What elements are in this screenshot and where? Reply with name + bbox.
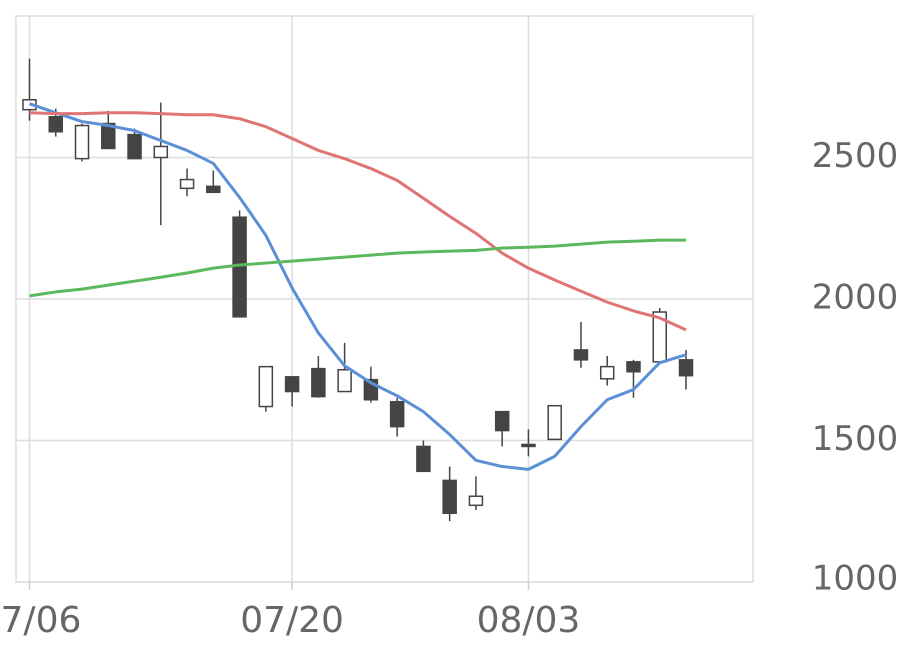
y-tick-label: 2000 — [812, 278, 899, 318]
candle-body — [468, 495, 484, 507]
candle-body — [442, 479, 457, 514]
x-tick-label: 07/06 — [0, 600, 81, 641]
y-tick-label: 2500 — [812, 136, 899, 176]
candle-body — [179, 178, 195, 190]
candle-body — [48, 115, 64, 133]
candle-body — [678, 359, 694, 377]
candle-body — [416, 445, 431, 473]
candle-body — [206, 185, 221, 194]
y-tick-label: 1000 — [812, 559, 899, 599]
y-tick-label: 1500 — [812, 419, 899, 459]
candle-body — [599, 365, 615, 380]
candle-body — [127, 133, 142, 160]
candle-body — [521, 443, 536, 448]
candle-body — [74, 124, 90, 160]
moving-average-line — [29, 111, 687, 332]
candle-body — [494, 410, 510, 432]
moving-average-line — [29, 102, 687, 471]
candle-body — [389, 400, 405, 428]
candle-body — [337, 369, 352, 393]
candle-body — [311, 367, 326, 398]
candle-body — [258, 365, 274, 408]
moving-average-line — [29, 238, 686, 298]
x-tick-label: 08/03 — [477, 600, 581, 641]
candle-body — [626, 361, 641, 373]
candle-body — [101, 122, 116, 150]
candle-body — [153, 145, 169, 159]
candle-body — [547, 404, 562, 441]
candle-body — [573, 349, 589, 361]
candle-body — [284, 376, 300, 393]
x-tick-label: 07/20 — [240, 600, 344, 641]
